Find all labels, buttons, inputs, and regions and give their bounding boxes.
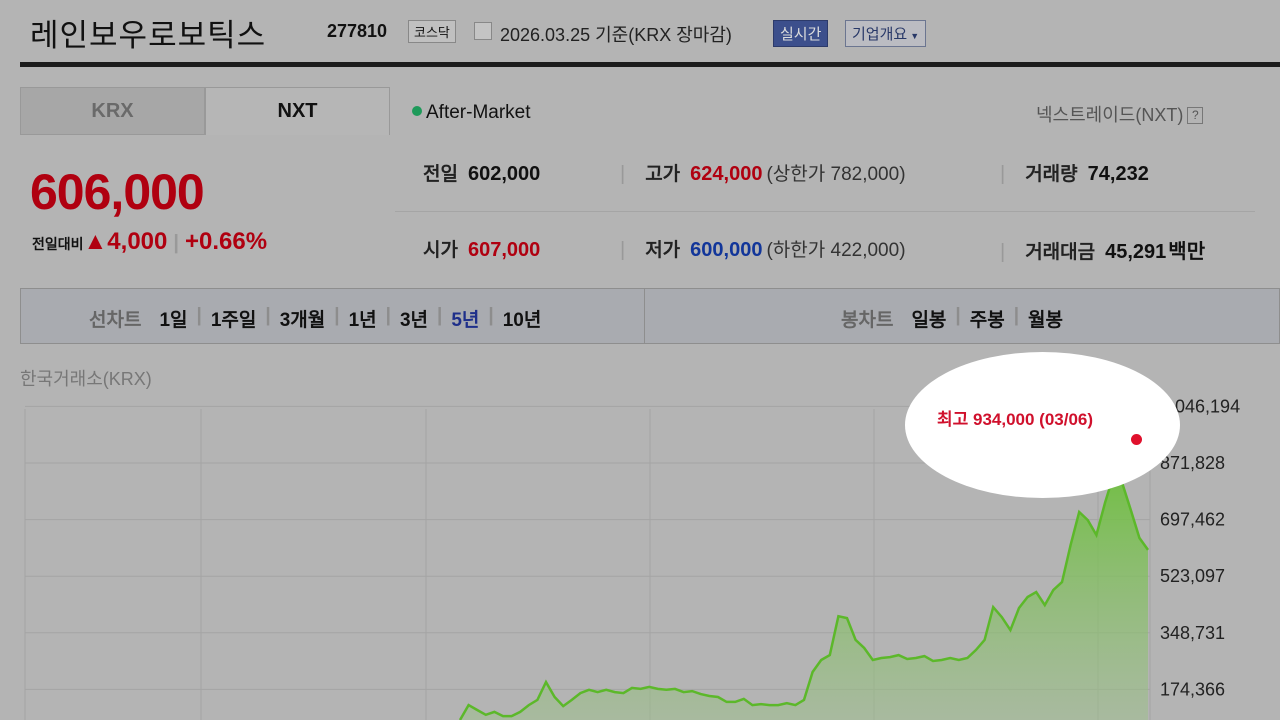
upper-limit: (상한가 782,000): [766, 164, 906, 185]
company-overview-dropdown[interactable]: 기업개요 ▼: [845, 20, 927, 47]
stats-divider: [395, 211, 1255, 212]
header-divider: [20, 62, 1280, 67]
company-overview-label: 기업개요: [852, 26, 908, 43]
stock-code: 277810: [327, 21, 388, 41]
candle-monthly[interactable]: 월봉: [1028, 310, 1064, 331]
max-price-annotation: 최고 934,000 (03/06): [937, 410, 1094, 429]
line-chart-periods: 선차트 1일 | 1주일 | 3개월 | 1년 | 3년 | 5년 | 10년: [80, 305, 550, 332]
high-label: 고가: [645, 164, 681, 185]
stats-row-1: 전일 602,000 | 고가 624,000 (상한가 782,000) | 거래량 74…: [395, 159, 1250, 186]
trade-value-label: 거래대금: [1025, 242, 1096, 263]
lower-limit: (하한가 422,000): [766, 240, 906, 261]
candle-chart-periods: 봉차트 일봉 | 주봉 | 월봉: [832, 305, 1072, 332]
high-value: 624,000: [690, 163, 763, 185]
period-1y[interactable]: 1년: [348, 310, 377, 331]
y-tick-label: 871,828: [1160, 453, 1225, 473]
base-date: 2026.03.25 기준(KRX 장마감): [500, 25, 732, 45]
y-tick-label: 523,097: [1160, 566, 1225, 586]
change-label: 전일대비: [32, 236, 84, 252]
y-tick-label: 348,731: [1160, 623, 1225, 643]
price-change: 전일대비▲4,000 | +0.66%: [32, 228, 268, 255]
low-value: 600,000: [690, 239, 763, 261]
session-label: After-Market: [426, 102, 531, 123]
price-area: [460, 475, 1148, 720]
chart-bar-divider: [644, 289, 645, 343]
session-status: After-Market: [412, 102, 531, 124]
realtime-button[interactable]: 실시간: [773, 20, 829, 47]
open-label: 시가: [423, 240, 458, 261]
nxt-label: 넥스트레이드(NXT): [1036, 105, 1184, 125]
max-point-marker: [1131, 434, 1142, 445]
price-chart[interactable]: 1,046,194 871,828 697,462 523,097 348,731 174…: [0, 390, 1280, 720]
volume-value: 74,232: [1087, 163, 1149, 185]
max-highlight: [905, 352, 1180, 498]
period-3m[interactable]: 3개월: [279, 310, 326, 331]
trade-value: 45,291: [1105, 241, 1167, 263]
stats-row-2: 시가 607,000 | 저가 600,000 (하한가 422,000) | 거래대금 4…: [395, 235, 1250, 264]
line-chart-label: 선차트: [89, 310, 142, 331]
period-1d[interactable]: 1일: [159, 310, 188, 331]
low-label: 저가: [645, 240, 681, 261]
period-1w[interactable]: 1주일: [210, 310, 257, 331]
y-tick-label: 174,366: [1160, 679, 1225, 699]
change-percent: +0.66%: [184, 228, 268, 255]
candle-chart-label: 봉차트: [841, 310, 894, 331]
chevron-down-icon: ▼: [910, 31, 920, 41]
current-price: 606,000: [30, 164, 205, 220]
status-dot-icon: [412, 106, 422, 116]
trade-value-unit: 백만: [1168, 241, 1206, 263]
open-value: 607,000: [467, 239, 541, 261]
candle-daily[interactable]: 일봉: [911, 310, 947, 331]
exchange-label: 한국거래소(KRX): [20, 369, 152, 389]
help-icon[interactable]: ?: [1187, 107, 1204, 124]
tab-nxt[interactable]: NXT: [205, 87, 390, 135]
volume-label: 거래량: [1025, 164, 1078, 185]
period-10y[interactable]: 10년: [502, 310, 542, 331]
tab-krx[interactable]: KRX: [20, 87, 205, 135]
nxt-link[interactable]: 넥스트레이드(NXT)?: [1036, 101, 1204, 127]
y-tick-label: 697,462: [1160, 510, 1225, 530]
chart-type-bar: [20, 288, 1280, 344]
prev-label: 전일: [423, 164, 458, 185]
up-arrow-icon: ▲: [83, 228, 108, 255]
candle-weekly[interactable]: 주봉: [969, 310, 1005, 331]
change-amount: 4,000: [107, 228, 168, 255]
stock-name: 레인보우로보틱스: [30, 18, 267, 53]
y-tick-label: 1,046,194: [1160, 396, 1240, 416]
period-3y[interactable]: 3년: [399, 310, 429, 331]
calendar-icon: [474, 22, 492, 40]
market-badge: 코스닥: [408, 20, 456, 43]
price-line: [458, 472, 1150, 720]
period-5y[interactable]: 5년: [451, 310, 480, 331]
prev-value: 602,000: [467, 163, 541, 185]
